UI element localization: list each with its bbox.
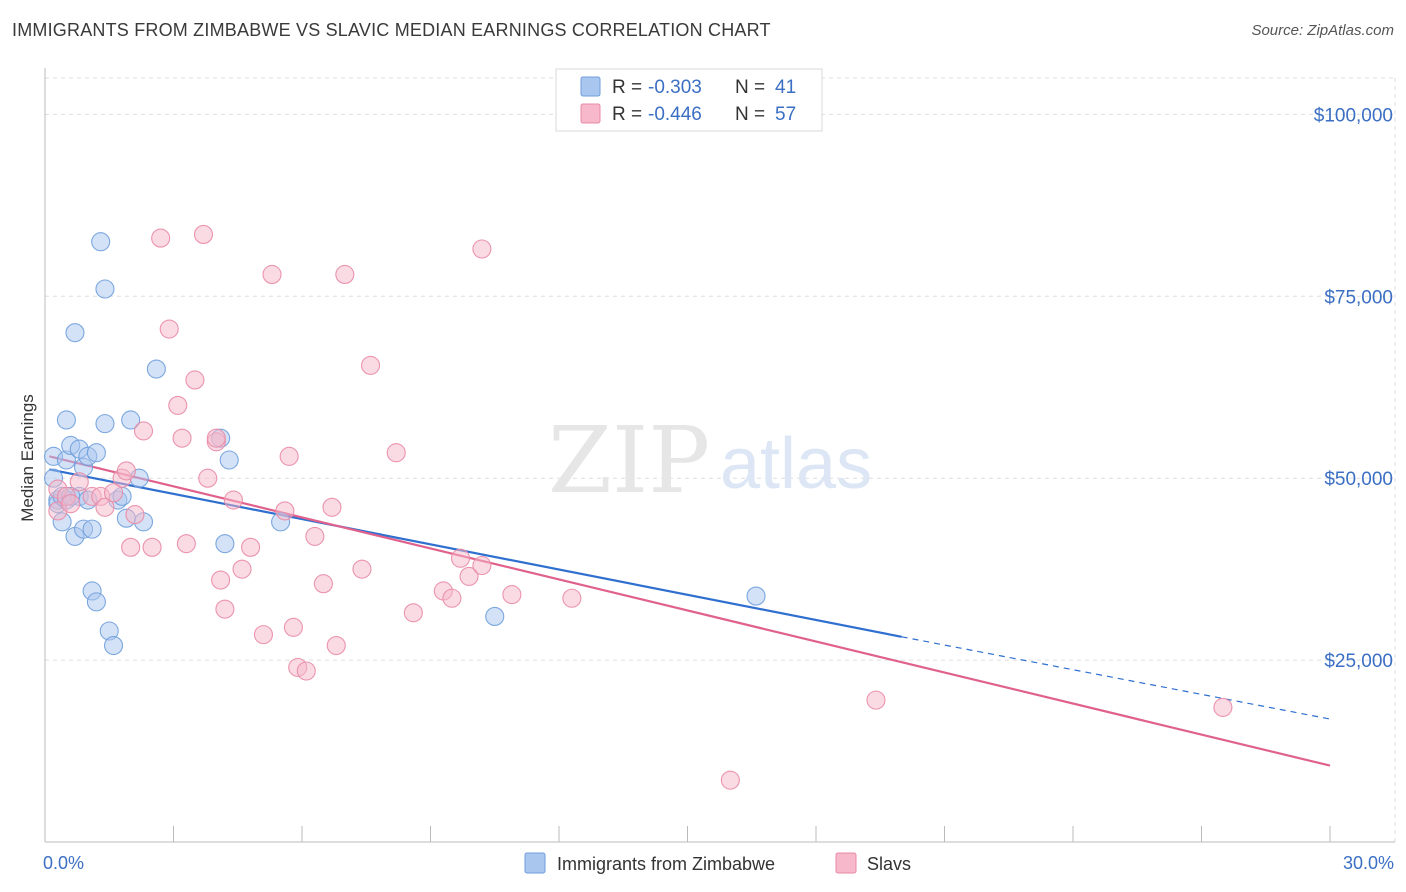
point-slavs-31 bbox=[279, 446, 299, 466]
legend-n-label-zimbabwe: N = bbox=[735, 77, 765, 98]
point-slavs-52 bbox=[720, 770, 740, 790]
point-slavs-23 bbox=[211, 570, 231, 590]
series-legend-label-slavs: Slavs bbox=[867, 854, 911, 874]
point-slavs-15 bbox=[159, 319, 179, 339]
point-zimbabwe-7 bbox=[56, 410, 76, 430]
point-zimbabwe-19 bbox=[86, 443, 106, 463]
legend-r-label-slavs: R = bbox=[612, 104, 642, 125]
point-zimbabwe-37 bbox=[485, 606, 505, 626]
point-slavs-42 bbox=[386, 443, 406, 463]
point-slavs-56 bbox=[206, 428, 226, 448]
legend-r-label-zimbabwe: R = bbox=[612, 77, 642, 98]
y-axis-label: Median Earnings bbox=[18, 394, 37, 522]
legend-r-value-zimbabwe: -0.303 bbox=[648, 77, 702, 98]
point-slavs-21 bbox=[198, 468, 218, 488]
point-slavs-14 bbox=[151, 228, 171, 248]
point-slavs-39 bbox=[335, 264, 355, 285]
point-slavs-4 bbox=[69, 472, 89, 492]
trend-lines bbox=[49, 455, 1331, 767]
point-slavs-41 bbox=[360, 355, 381, 375]
chart-title: IMMIGRANTS FROM ZIMBABWE VS SLAVIC MEDIA… bbox=[12, 20, 771, 40]
point-slavs-40 bbox=[352, 559, 372, 579]
point-slavs-32 bbox=[283, 617, 303, 637]
watermark: ZIP atlas bbox=[548, 407, 872, 514]
series-legend-swatch-zimbabwe bbox=[524, 852, 546, 874]
point-slavs-38 bbox=[326, 635, 346, 656]
point-slavs-50 bbox=[502, 585, 522, 605]
y-tick-label-0: $25,000 bbox=[1324, 651, 1393, 672]
point-slavs-35 bbox=[305, 526, 325, 546]
legend-r-value-slavs: -0.446 bbox=[648, 104, 702, 125]
point-zimbabwe-20 bbox=[86, 592, 106, 612]
y-tick-labels: $25,000 $50,000 $75,000 $100,000 bbox=[1314, 105, 1393, 672]
y-tick-label-3: $100,000 bbox=[1314, 105, 1393, 126]
point-slavs-54 bbox=[1213, 697, 1233, 717]
point-zimbabwe-23 bbox=[95, 414, 115, 434]
series-legend: Immigrants from Zimbabwe Slavs bbox=[524, 852, 911, 874]
point-slavs-30 bbox=[275, 501, 295, 521]
x-tick-label-1: 30.0% bbox=[1343, 853, 1394, 873]
data-points bbox=[44, 224, 1233, 790]
trend-line-zimbabwe bbox=[49, 468, 902, 638]
point-slavs-17 bbox=[172, 428, 192, 448]
point-zimbabwe-25 bbox=[103, 635, 124, 656]
point-slavs-18 bbox=[176, 534, 196, 554]
point-zimbabwe-33 bbox=[215, 534, 235, 554]
point-slavs-7 bbox=[95, 497, 115, 517]
trend-line-zimbabwe-projection bbox=[901, 636, 1331, 720]
point-zimbabwe-29 bbox=[121, 410, 141, 430]
point-slavs-53 bbox=[866, 690, 886, 710]
source-credit: Source: ZipAtlas.com bbox=[1251, 22, 1394, 39]
point-slavs-28 bbox=[253, 625, 274, 645]
point-zimbabwe-21 bbox=[91, 232, 111, 252]
point-slavs-49 bbox=[472, 239, 492, 259]
x-tick-label-0: 0.0% bbox=[43, 853, 84, 873]
point-slavs-36 bbox=[313, 574, 333, 594]
point-slavs-13 bbox=[142, 537, 162, 557]
point-slavs-47 bbox=[459, 566, 479, 586]
legend-n-value-zimbabwe: 41 bbox=[775, 77, 796, 98]
point-slavs-26 bbox=[232, 559, 252, 579]
point-slavs-48 bbox=[472, 555, 492, 576]
point-slavs-29 bbox=[262, 264, 282, 285]
point-slavs-9 bbox=[116, 461, 136, 481]
watermark-zip: ZIP bbox=[548, 407, 710, 514]
point-slavs-24 bbox=[215, 599, 235, 619]
point-slavs-51 bbox=[562, 588, 582, 608]
point-slavs-43 bbox=[403, 603, 423, 623]
point-slavs-34 bbox=[296, 661, 316, 681]
x-tick-labels: 0.0% 30.0% bbox=[43, 853, 1394, 873]
series-legend-label-zimbabwe: Immigrants from Zimbabwe bbox=[557, 854, 775, 874]
point-slavs-16 bbox=[168, 395, 188, 415]
series-legend-swatch-slavs bbox=[835, 852, 857, 874]
legend-swatch-zimbabwe bbox=[580, 76, 601, 97]
watermark-atlas: atlas bbox=[720, 424, 872, 504]
point-slavs-46 bbox=[450, 548, 471, 568]
y-tick-label-2: $75,000 bbox=[1324, 287, 1393, 308]
point-zimbabwe-17 bbox=[82, 519, 102, 539]
point-slavs-37 bbox=[322, 497, 342, 517]
point-slavs-11 bbox=[125, 505, 145, 525]
stats-legend: R = -0.303 N = 41 R = -0.446 N = 57 bbox=[555, 68, 823, 132]
y-tick-label-1: $50,000 bbox=[1324, 469, 1393, 490]
point-slavs-55 bbox=[103, 483, 124, 503]
legend-n-label-slavs: N = bbox=[735, 104, 765, 125]
point-slavs-10 bbox=[121, 537, 141, 557]
point-slavs-27 bbox=[241, 537, 261, 557]
trend-line-slavs bbox=[49, 455, 1331, 767]
point-slavs-20 bbox=[193, 224, 214, 244]
point-slavs-3 bbox=[61, 494, 81, 514]
point-zimbabwe-22 bbox=[95, 279, 115, 299]
legend-swatch-slavs bbox=[580, 103, 601, 124]
point-slavs-19 bbox=[185, 370, 205, 390]
point-slavs-45 bbox=[442, 588, 462, 608]
point-slavs-25 bbox=[223, 490, 244, 510]
point-zimbabwe-32 bbox=[146, 359, 166, 379]
point-zimbabwe-9 bbox=[65, 323, 85, 343]
point-zimbabwe-38 bbox=[746, 586, 766, 606]
legend-n-value-slavs: 57 bbox=[775, 104, 796, 125]
point-zimbabwe-35 bbox=[219, 450, 239, 470]
point-slavs-12 bbox=[133, 421, 154, 441]
